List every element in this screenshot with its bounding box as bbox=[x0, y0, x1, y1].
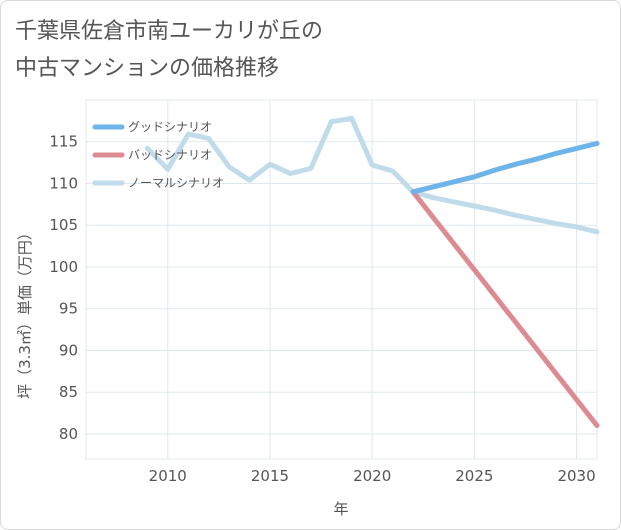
y-tick-label: 110 bbox=[49, 174, 78, 192]
y-axis-label: 坪（3.3㎡）単価（万円） bbox=[16, 225, 34, 399]
y-tick-label: 95 bbox=[59, 300, 78, 318]
series-line-1 bbox=[410, 189, 600, 429]
series-lines bbox=[144, 115, 600, 429]
y-tick-label: 105 bbox=[49, 216, 78, 234]
series-line-0 bbox=[410, 140, 600, 195]
x-tick-label: 2010 bbox=[149, 467, 187, 485]
legend-label-0: グッドシナリオ bbox=[128, 120, 212, 134]
legend-label-2: ノーマルシナリオ bbox=[128, 176, 224, 190]
plot-area bbox=[85, 99, 598, 460]
x-tick-label: 2015 bbox=[251, 467, 289, 485]
y-tick-label: 80 bbox=[59, 425, 78, 443]
axis-ticks: 80 85 90 95 100 105 110 115 2010 2015 2020 2025 2030 bbox=[49, 133, 595, 485]
series-line-2 bbox=[144, 115, 600, 235]
chart-title: 千葉県佐倉市南ユーカリが丘の 中古マンションの価格推移 bbox=[15, 19, 324, 81]
x-tick-label: 2025 bbox=[455, 467, 493, 485]
grid-lines bbox=[86, 100, 597, 459]
y-tick-label: 85 bbox=[59, 383, 78, 401]
y-tick-label: 100 bbox=[49, 258, 78, 276]
x-tick-label: 2030 bbox=[557, 467, 595, 485]
legend-label-1: バッドシナリオ bbox=[128, 148, 212, 162]
y-tick-label: 115 bbox=[49, 133, 78, 151]
y-tick-label: 90 bbox=[59, 341, 78, 359]
x-tick-label: 2020 bbox=[353, 467, 391, 485]
x-axis-label: 年 bbox=[333, 500, 348, 518]
